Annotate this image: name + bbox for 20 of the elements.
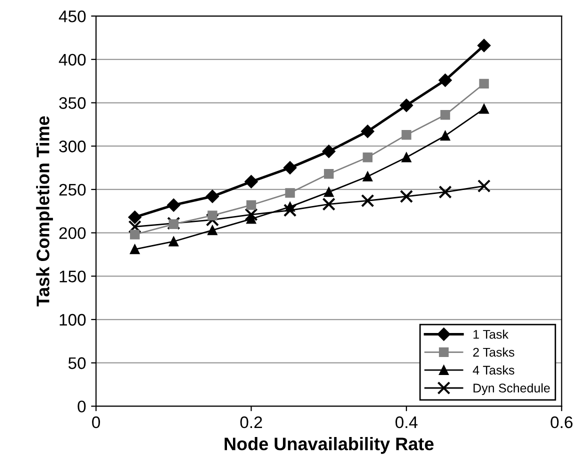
y-tick-label: 200 (59, 227, 86, 240)
x-tick-label: 0 (92, 416, 100, 428)
y-tick-label: 100 (60, 314, 86, 326)
legend-label: 2 Tasks (473, 348, 514, 357)
y-tick-label: 300 (59, 140, 86, 152)
y-tick-label: 0 (78, 400, 86, 412)
x-tick-label: 0.4 (396, 416, 418, 428)
y-tick-label: 50 (68, 357, 86, 370)
x-tick-label: 0.6 (550, 416, 572, 428)
y-tick-label: 450 (58, 10, 86, 22)
x-tick-label: 0.2 (240, 416, 262, 428)
y-tick-label: 350 (59, 97, 86, 109)
y-tick-label: 400 (58, 54, 86, 66)
legend-label: 4 Tasks (472, 365, 514, 375)
x-axis-title: Node Unavailability Rate (224, 437, 434, 454)
y-axis-title: Task Completion Time (36, 116, 53, 306)
legend-label: 1 Task (474, 330, 508, 339)
y-tick-label: 150 (60, 270, 86, 282)
y-tick-label: 250 (59, 184, 86, 196)
legend-label: Dyn Schedule (474, 383, 550, 395)
